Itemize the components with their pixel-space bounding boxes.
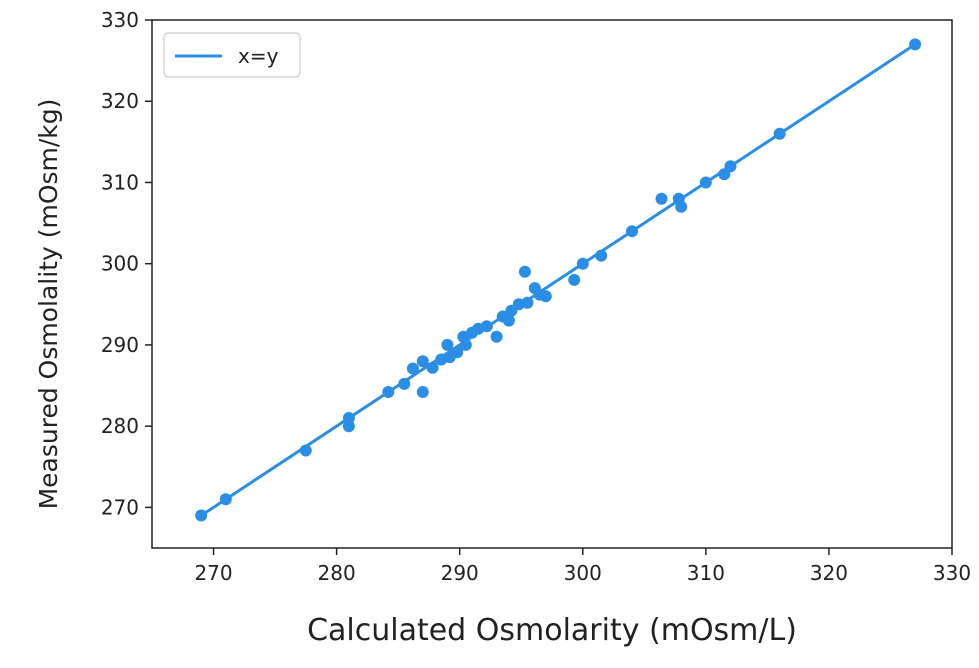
x-tick-label-300: 300 <box>564 561 602 585</box>
data-point-34 <box>655 192 668 205</box>
y-tick-label-320: 320 <box>101 89 139 113</box>
data-point-4 <box>342 420 355 433</box>
y-tick-label-290: 290 <box>101 333 139 357</box>
y-tick-label-280: 280 <box>101 414 139 438</box>
plot-frame <box>151 19 953 549</box>
axes-layer <box>151 19 953 549</box>
x-tick-label-320: 320 <box>810 561 848 585</box>
ticks-layer: 270 280 290 300 310 320 330 270 280 290 300 310 320 3… <box>101 8 971 585</box>
data-point-25 <box>518 265 531 278</box>
data-point-30 <box>568 273 581 286</box>
data-point-8 <box>416 355 429 368</box>
y-axis-title: Measured Osmolality (mOsm/kg) <box>34 99 63 510</box>
y-tick-label-270: 270 <box>101 495 139 519</box>
legend: x=y <box>163 32 301 78</box>
legend-box <box>163 32 301 78</box>
y-tick-label-300: 300 <box>101 252 139 276</box>
y-tick-label-310: 310 <box>101 170 139 194</box>
x-tick-label-270: 270 <box>194 561 232 585</box>
data-point-29 <box>539 290 552 303</box>
x-tick-label-280: 280 <box>318 561 356 585</box>
data-point-7 <box>406 362 419 375</box>
data-point-36 <box>675 200 688 213</box>
x-tick-label-310: 310 <box>687 561 725 585</box>
legend-label-identity: x=y <box>238 44 279 68</box>
x-axis-title: Calculated Osmolarity (mOsm/L) <box>307 613 797 648</box>
data-point-22 <box>502 314 515 327</box>
data-point-9 <box>416 386 429 398</box>
x-tick-label-290: 290 <box>441 561 479 585</box>
data-point-12 <box>441 338 454 351</box>
identity-line-layer <box>199 42 917 518</box>
data-point-20 <box>490 330 503 343</box>
identity-line <box>199 42 917 518</box>
y-tick-label-330: 330 <box>101 8 139 32</box>
x-tick-label-330: 330 <box>933 561 971 585</box>
